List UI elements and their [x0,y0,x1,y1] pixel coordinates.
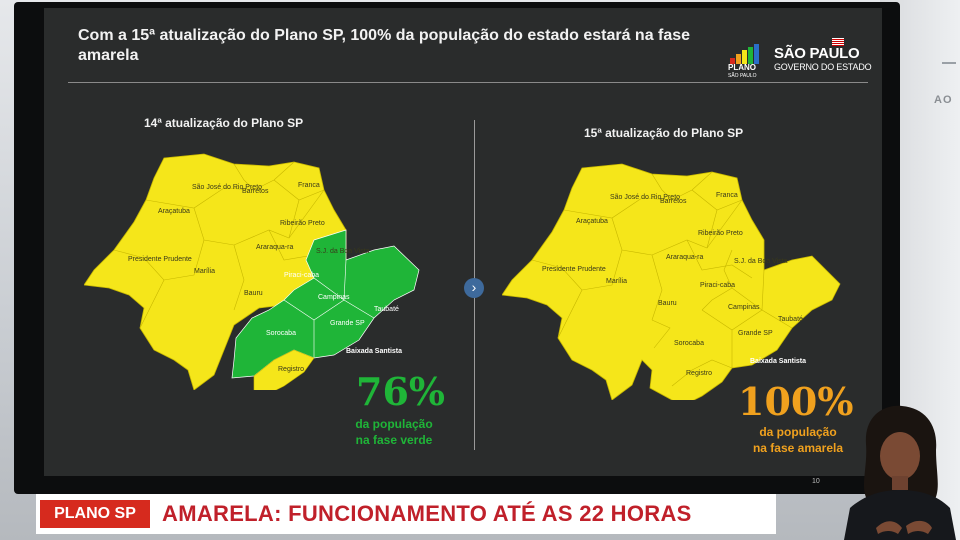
left-map-heading: 14ª atualização do Plano SP [144,116,304,130]
slide-number: 10 [812,478,820,485]
governo-sp-logo: SÃO PAULO GOVERNO DO ESTADO [774,38,874,82]
governo-logo-title: SÃO PAULO [774,45,860,62]
label-sorocaba-right: Sorocaba [674,340,704,347]
label-aracatuba-right: Araçatuba [576,218,608,225]
plano-sp-logo: PLANO SÃO PAULO [728,44,766,84]
left-state-map [84,153,420,390]
wall-text: AO [934,94,953,106]
label-sjrp-left: São José do Rio Preto [192,184,263,191]
label-grande-sp-left: Grande SP [330,320,365,327]
right-stat-description: da população na fase amarela [738,424,858,456]
news-lower-third: PLANO SP AMARELA: FUNCIONAMENTO ATÉ AS 2… [36,494,776,534]
registro-region [253,349,315,390]
label-barretos-right: Barretos [660,198,687,205]
lower-third-headline: AMARELA: FUNCIONAMENTO ATÉ AS 22 HORAS [162,501,692,526]
label-baixada-left: Baixada Santista [346,348,403,355]
label-sjbv-left: S.J. da Boa Vista [316,248,370,255]
next-slide-button[interactable]: › [464,278,484,298]
yellow-state [502,163,841,400]
label-piracicaba-right: Piraci-caba [700,282,736,289]
lower-third-badge: PLANO SP [40,500,150,528]
label-araraquara-left: Araraqua-ra [256,244,294,251]
left-stat-value: 76% [356,369,445,414]
label-registro-right: Registro [686,370,713,377]
label-sjbv-right: S.J. da Boa Vista [734,258,788,265]
sign-language-interpreter [844,405,956,540]
label-araraquara-right: Araraqua-ra [666,254,704,261]
label-presidente-left: Presidente Prudente [128,256,192,263]
label-piracicaba-left: Piraci-caba [284,272,320,279]
right-region-borders [531,171,793,387]
label-bauru-right: Bauru [658,300,677,307]
slide-title: Com a 15ª atualização do Plano SP, 100% … [78,27,691,64]
green-region-borders [283,259,375,358]
sp-flag-icon [832,38,844,46]
label-ribeirao-right: Ribeirão Preto [698,230,743,237]
label-marilia-right: Marília [606,278,628,285]
label-franca-right: Franca [716,192,738,199]
governo-logo-subtitle: GOVERNO DO ESTADO [774,62,872,72]
bar-chart-icon [730,44,764,64]
label-ribeirao-left: Ribeirão Preto [280,220,325,227]
label-campinas-left: Campinas [318,294,350,301]
label-sjrp-right: São José do Rio Preto [610,194,681,201]
left-stat-desc-line2: na fase verde [355,433,433,447]
left-stat-description: da população na fase verde [344,416,444,448]
label-marilia-left: Marília [194,268,216,275]
label-sorocaba-left: Sorocaba [266,330,296,337]
label-registro-left: Registro [278,366,305,373]
plano-logo-subtext: SÃO PAULO [728,73,757,79]
right-stat-desc-line2: na fase amarela [752,441,844,455]
wall-dash [942,62,956,64]
title-divider [68,82,868,83]
label-grande-sp-right: Grande SP [738,330,773,337]
label-taubate-right: Taubaté [778,316,803,323]
chevron-right-icon: › [471,279,477,295]
label-baixada-right: Baixada Santista [750,358,807,365]
tv-screen: Com a 15ª atualização do Plano SP, 100% … [14,2,900,494]
label-taubate-left: Taubaté [374,306,399,313]
right-stat-desc-line1: da população [759,425,837,439]
label-presidente-right: Presidente Prudente [542,266,606,273]
presentation-slide: Com a 15ª atualização do Plano SP, 100% … [44,8,882,476]
region-borders [113,161,335,329]
label-franca-left: Franca [298,182,320,189]
label-barretos-left: Barretos [242,188,269,195]
right-map-heading: 15ª atualização do Plano SP [584,126,744,140]
label-aracatuba-left: Araçatuba [158,208,190,215]
plano-logo-text: PLANO [728,63,756,72]
right-state-map [502,163,841,400]
label-bauru-left: Bauru [244,290,263,297]
right-stat-value: 100% [738,379,854,424]
yellow-region-base [84,153,347,390]
left-stat-desc-line1: da população [355,417,433,431]
label-campinas-right: Campinas [728,304,760,311]
